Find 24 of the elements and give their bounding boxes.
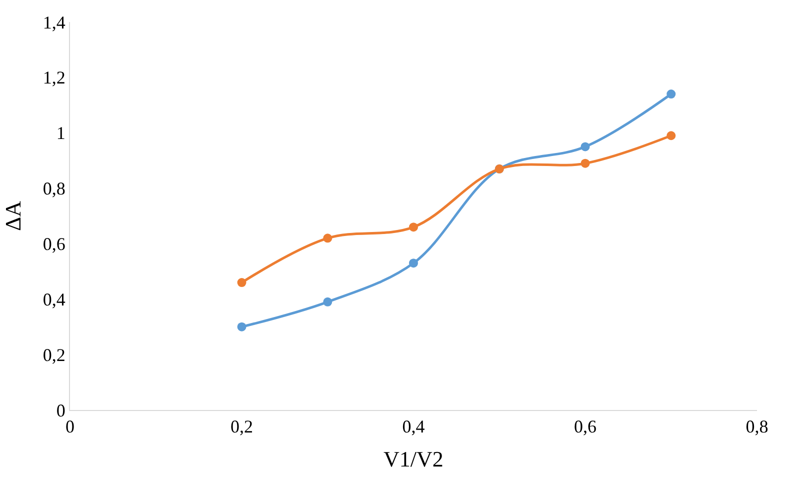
point — [409, 222, 418, 232]
y-tick-label: 1,4 — [42, 12, 66, 32]
point — [323, 297, 332, 306]
y-axis-title: ΔA — [0, 200, 26, 232]
point — [580, 142, 590, 152]
point — [409, 258, 418, 268]
point — [323, 234, 332, 243]
y-tick-label: 0,4 — [42, 289, 66, 310]
y-tick-label: 0,8 — [42, 178, 66, 199]
y-tick-label: 0 — [56, 400, 66, 420]
point — [237, 322, 246, 332]
point — [666, 131, 676, 140]
y-tick-label: 1 — [56, 123, 66, 144]
x-tick-label: 0,2 — [230, 416, 253, 437]
point — [237, 278, 246, 288]
x-axis-title: V1/V2 — [384, 446, 444, 472]
x-tick-label: 0,6 — [574, 416, 596, 437]
point — [580, 158, 590, 168]
x-tick-label: 0,8 — [746, 416, 768, 437]
y-tick-label: 1,2 — [42, 68, 66, 88]
x-tick-label: 0,4 — [402, 416, 425, 437]
point — [666, 90, 676, 99]
y-tick-label: 0,2 — [42, 344, 66, 365]
y-tick-label: 0,6 — [42, 234, 66, 254]
